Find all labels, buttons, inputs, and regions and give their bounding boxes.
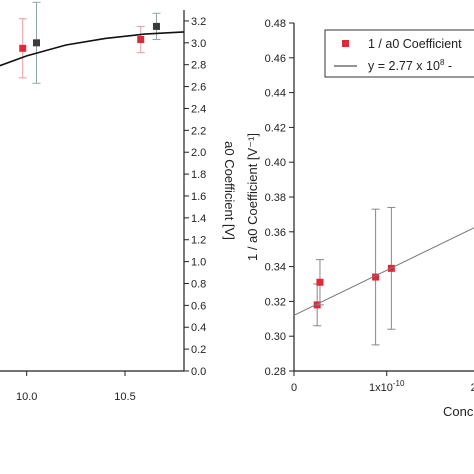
left-x-tick-label: 10.5 — [114, 391, 135, 403]
left-y-tick-label: 1.0 — [191, 257, 206, 269]
right-y-tick-label: 0.48 — [265, 18, 286, 30]
right-x-tick-label: 2x1 — [471, 382, 474, 394]
right-x-tick-base: 1x10 — [369, 382, 393, 394]
left-y-tick-label: 0.0 — [191, 366, 206, 378]
left-y-tick-label: 1.8 — [191, 169, 206, 181]
left-y-tick-label: 2.2 — [191, 125, 206, 137]
legend-box — [324, 29, 474, 78]
left-y-tick-label: 1.2 — [191, 235, 206, 247]
left-y-tick-label: 1.4 — [191, 213, 206, 225]
left-y-tick-label: 3.2 — [191, 16, 206, 28]
left-data-point — [19, 44, 27, 52]
right-data-point — [372, 273, 380, 281]
right-x-tick-base: 2x1 — [471, 382, 474, 394]
left-y-tick-label: 0.4 — [191, 322, 206, 334]
right-y-tick-label: 0.38 — [265, 192, 286, 204]
legend-marker-square — [342, 40, 349, 47]
left-y-tick-label: 0.2 — [191, 344, 206, 356]
right-fit-line — [293, 227, 474, 316]
left-fit-curve — [0, 31, 184, 67]
right-y-tick-label: 0.36 — [265, 227, 286, 239]
left-y-tick-label: 2.8 — [191, 60, 206, 72]
right-x-tick-label: 0 — [291, 382, 297, 394]
legend-fit-tail: - — [444, 59, 452, 73]
right-y-tick-label: 0.44 — [265, 88, 286, 100]
right-data-point — [316, 278, 324, 286]
right-y-tick-label: 0.40 — [265, 157, 286, 169]
right-y-tick-label: 0.32 — [265, 296, 286, 308]
left-data-point — [152, 22, 160, 30]
legend-label-data: 1 / a0 Coefficient — [368, 37, 462, 51]
left-y-axis-label: a0 Coefficient [V] — [222, 141, 237, 240]
right-legend: 1 / a0 Coefficient y = 2.77 x 108 - — [324, 29, 474, 78]
left-y-tick-label: 2.4 — [191, 103, 206, 115]
left-y-tick-label: 2.0 — [191, 147, 206, 159]
right-x-tick-base: 0 — [291, 382, 297, 394]
right-y-axis-label: 1 / a0 Coefficient [V⁻¹] — [245, 133, 260, 261]
left-y-tick-label: 2.6 — [191, 82, 206, 94]
right-y-tick-label: 0.46 — [265, 53, 286, 65]
left-y-tick-label: 1.6 — [191, 191, 206, 203]
legend-fit-base: y = 2.77 x 10 — [368, 59, 440, 73]
left-y-tick-label: 0.8 — [191, 278, 206, 290]
right-y-tick-label: 0.30 — [265, 331, 286, 343]
left-y-tick-label: 0.6 — [191, 300, 206, 312]
legend-label-fit: y = 2.77 x 108 - — [368, 58, 452, 73]
legend-fit-exp: 8 — [440, 58, 445, 67]
left-data-point — [33, 39, 40, 47]
right-y-tick-label: 0.34 — [265, 262, 286, 274]
left-data-point — [137, 36, 145, 44]
left-x-tick-label: 10.0 — [16, 391, 37, 403]
right-x-tick-exp: -10 — [393, 379, 405, 388]
left-y-tick-label: 3.0 — [191, 38, 206, 50]
right-x-axis-label: Conc — [443, 404, 474, 419]
right-y-tick-label: 0.28 — [265, 366, 286, 378]
right-y-tick-label: 0.42 — [265, 122, 286, 134]
right-x-tick-label: 1x10-10 — [369, 379, 405, 394]
